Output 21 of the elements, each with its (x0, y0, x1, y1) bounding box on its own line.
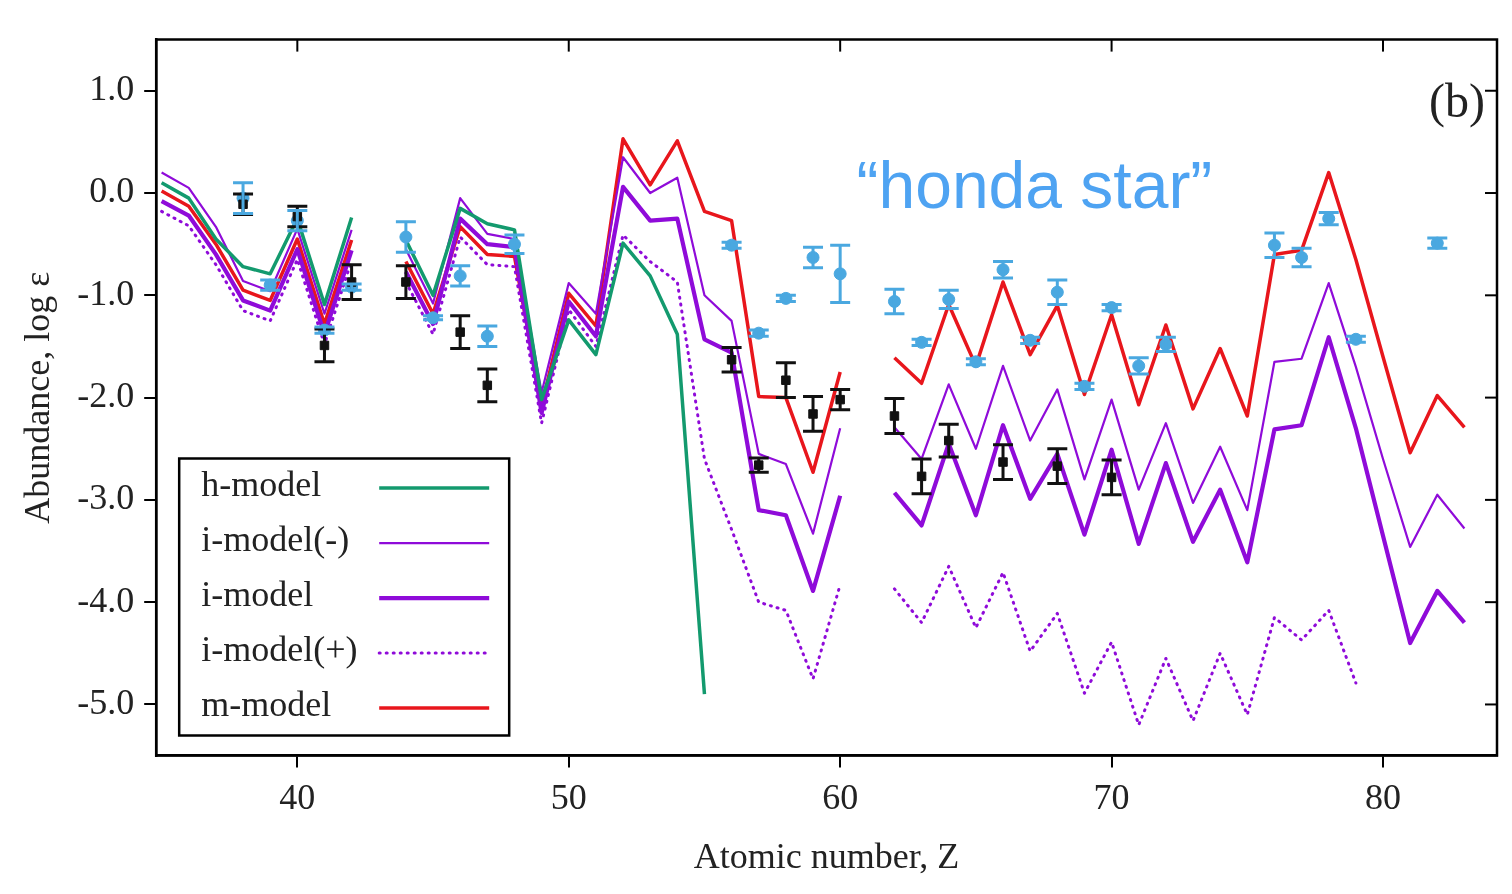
x-axis-title: Atomic number, Z (693, 835, 960, 876)
x-tick-label: 50 (550, 776, 587, 817)
y-tick-label: -5.0 (77, 681, 135, 722)
legend-label: i-model (201, 573, 314, 614)
annotation: “honda star” (856, 148, 1213, 223)
legend-label: i-model(-) (201, 518, 350, 559)
x-tick-label: 60 (822, 776, 859, 817)
x-tick-label: 80 (1365, 776, 1401, 817)
y-tick-label: -1.0 (77, 272, 135, 313)
legend-label: h-model (201, 463, 322, 504)
y-axis-title: Abundance, log ε (17, 271, 58, 524)
legend-label: i-model(+) (201, 628, 358, 669)
x-tick-label: 70 (1093, 776, 1130, 817)
y-tick-label: -3.0 (77, 477, 135, 518)
legend-label: m-model (201, 683, 332, 724)
y-tick-label: 1.0 (89, 68, 135, 109)
x-tick-label: 40 (279, 776, 316, 817)
y-tick-label: -4.0 (77, 579, 135, 620)
annotation: (b) (1429, 73, 1485, 128)
y-tick-label: -2.0 (77, 375, 135, 416)
y-tick-label: 0.0 (89, 170, 135, 211)
